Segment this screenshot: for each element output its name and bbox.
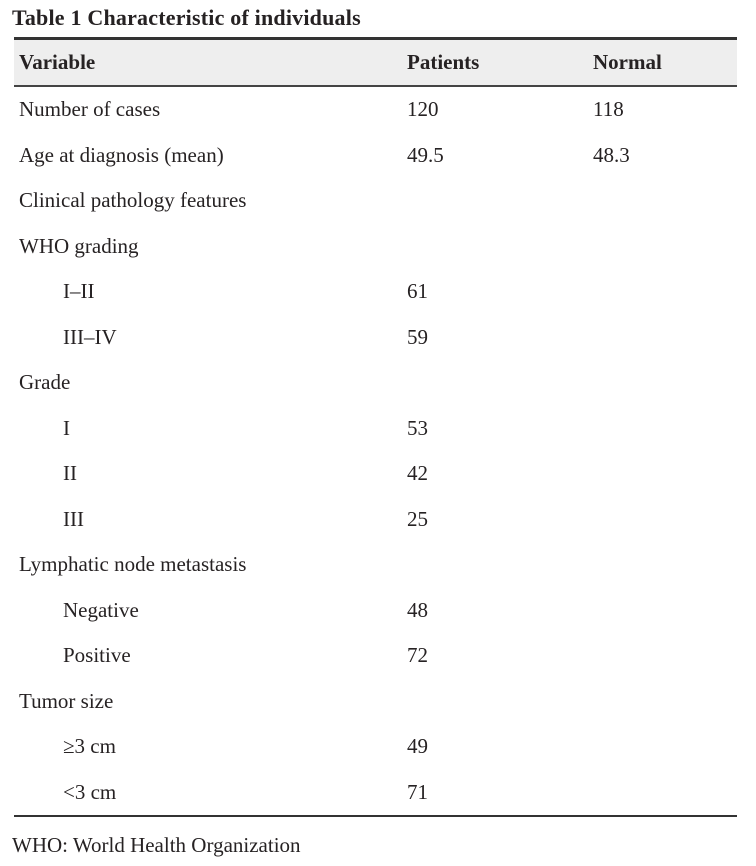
patients-value: 61 (407, 279, 428, 304)
table-row: WHO grading (14, 223, 737, 269)
row-label: Number of cases (19, 97, 161, 122)
patients-value: 42 (407, 461, 428, 486)
patients-value: 49 (407, 734, 428, 759)
row-label: Clinical pathology features (19, 188, 247, 213)
row-label: I–II (63, 279, 95, 304)
row-label: I (63, 415, 70, 440)
row-label: II (63, 461, 77, 486)
normal-value: 48.3 (593, 142, 630, 167)
row-label: Grade (19, 370, 71, 395)
patients-value: 53 (407, 415, 428, 440)
table-row: Negative 48 (14, 587, 737, 633)
row-label: III (63, 506, 84, 531)
row-label: Age at diagnosis (mean) (19, 142, 224, 167)
patients-value: 120 (407, 97, 439, 122)
column-header-patients: Patients (407, 50, 480, 74)
table-row: Lymphatic node metastasis (14, 542, 737, 588)
patients-value: 25 (407, 506, 428, 531)
patients-value: 59 (407, 324, 428, 349)
table-row: III–IV 59 (14, 314, 737, 360)
characteristics-table: Variable Patients Normal Number of cases… (14, 37, 737, 817)
table-row: Positive 72 (14, 633, 737, 679)
table-title: Table 1 Characteristic of individuals (12, 5, 361, 30)
patients-value: 48 (407, 597, 428, 622)
table-row: Clinical pathology features (14, 178, 737, 224)
table-row: III 25 (14, 496, 737, 542)
row-label: Lymphatic node metastasis (19, 552, 247, 577)
row-label: Positive (63, 643, 131, 668)
normal-value: 118 (593, 97, 624, 122)
table-row: Age at diagnosis (mean) 49.5 48.3 (14, 132, 737, 178)
row-label: WHO grading (19, 233, 139, 258)
column-header-variable: Variable (19, 50, 96, 74)
patients-value: 49.5 (407, 142, 444, 167)
table-row: Number of cases 120 118 (14, 87, 737, 133)
table-footnote: WHO: World Health Organization (12, 833, 301, 857)
table-row: Grade (14, 360, 737, 406)
patients-value: 71 (407, 779, 428, 804)
table-row: ≥3 cm 49 (14, 724, 737, 770)
table-header-row: Variable Patients Normal (14, 37, 737, 87)
row-label: Tumor size (19, 688, 114, 713)
row-label: ≥3 cm (63, 734, 116, 759)
row-label: <3 cm (63, 779, 117, 804)
table-row: I 53 (14, 405, 737, 451)
table-row: I–II 61 (14, 269, 737, 315)
table-row: <3 cm 71 (14, 769, 737, 815)
column-header-normal: Normal (593, 50, 662, 74)
table-row: Tumor size (14, 678, 737, 724)
row-label: Negative (63, 597, 139, 622)
row-label: III–IV (63, 324, 117, 349)
table-body: Number of cases 120 118 Age at diagnosis (m… (14, 87, 737, 817)
patients-value: 72 (407, 643, 428, 668)
table-row: II 42 (14, 451, 737, 497)
